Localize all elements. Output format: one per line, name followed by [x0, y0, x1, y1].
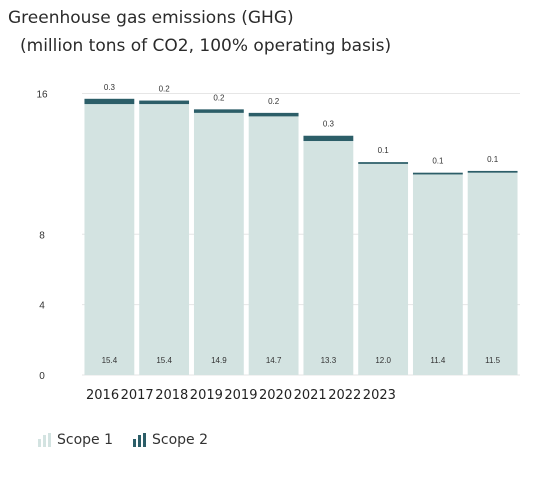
- y-tick-label: 8: [39, 230, 45, 241]
- bar-scope1: [303, 141, 354, 375]
- legend-item-scope2: Scope 2: [133, 432, 208, 448]
- legend-label-scope2: Scope 2: [152, 432, 209, 448]
- data-label-scope1: 11.4: [430, 356, 446, 365]
- x-tick-label: 2019: [224, 388, 257, 403]
- x-tick-label: 2020: [259, 388, 292, 403]
- x-tick-label: 2019: [190, 388, 223, 403]
- bar-scope2: [467, 170, 518, 173]
- bar-scope1: [193, 112, 244, 376]
- legend: Scope 1 Scope 2: [38, 432, 208, 448]
- x-tick-label: 2016: [86, 388, 119, 403]
- x-tick-label: 2017: [121, 388, 154, 403]
- data-label-scope2: 0.1: [432, 157, 444, 166]
- scope2-swatch-icon: [133, 433, 147, 447]
- data-label-scope2: 0.3: [104, 83, 116, 92]
- bar-scope2: [84, 98, 135, 105]
- bar-scope2: [358, 162, 409, 164]
- data-label-scope1: 14.9: [211, 356, 227, 365]
- bar-scope1: [358, 163, 409, 375]
- bar-scope1: [139, 104, 190, 376]
- data-label-scope2: 0.2: [268, 97, 280, 106]
- x-tick-label: 2023: [363, 388, 396, 403]
- x-tick-label: 2021: [294, 388, 327, 403]
- x-tick-label: 2022: [328, 388, 361, 403]
- bar-scope2: [139, 100, 190, 105]
- bar-scope1: [467, 172, 518, 375]
- data-label-scope1: 11.5: [485, 356, 501, 365]
- bar-scope1: [248, 116, 299, 375]
- data-label-scope1: 15.4: [156, 356, 172, 365]
- data-label-scope2: 0.2: [159, 85, 171, 94]
- y-tick-label: 16: [36, 90, 48, 101]
- legend-label-scope1: Scope 1: [57, 432, 114, 448]
- bar-scope1: [412, 174, 463, 375]
- bar-scope2: [248, 112, 299, 117]
- data-label-scope1: 15.4: [102, 356, 118, 365]
- y-tick-label: 0: [39, 371, 45, 382]
- data-label-scope2: 0.3: [323, 120, 335, 129]
- chart-title: Greenhouse gas emissions (GHG): [8, 8, 294, 28]
- chart-subtitle: (million tons of CO2, 100% operating bas…: [20, 36, 392, 56]
- legend-item-scope1: Scope 1: [38, 432, 113, 448]
- data-label-scope1: 12.0: [375, 356, 391, 365]
- data-label-scope2: 0.1: [487, 155, 499, 164]
- y-tick-label: 4: [39, 301, 45, 312]
- data-label-scope2: 0.2: [213, 93, 225, 102]
- bar-scope2: [412, 172, 463, 175]
- data-label-scope1: 13.3: [321, 356, 337, 365]
- data-label-scope2: 0.1: [378, 146, 390, 155]
- scope1-swatch-icon: [38, 433, 51, 447]
- data-label-scope1: 14.7: [266, 356, 282, 365]
- bar-scope2: [193, 109, 244, 113]
- x-tick-label: 2018: [155, 388, 188, 403]
- bar-scope1: [84, 104, 135, 376]
- bar-scope2: [303, 135, 354, 142]
